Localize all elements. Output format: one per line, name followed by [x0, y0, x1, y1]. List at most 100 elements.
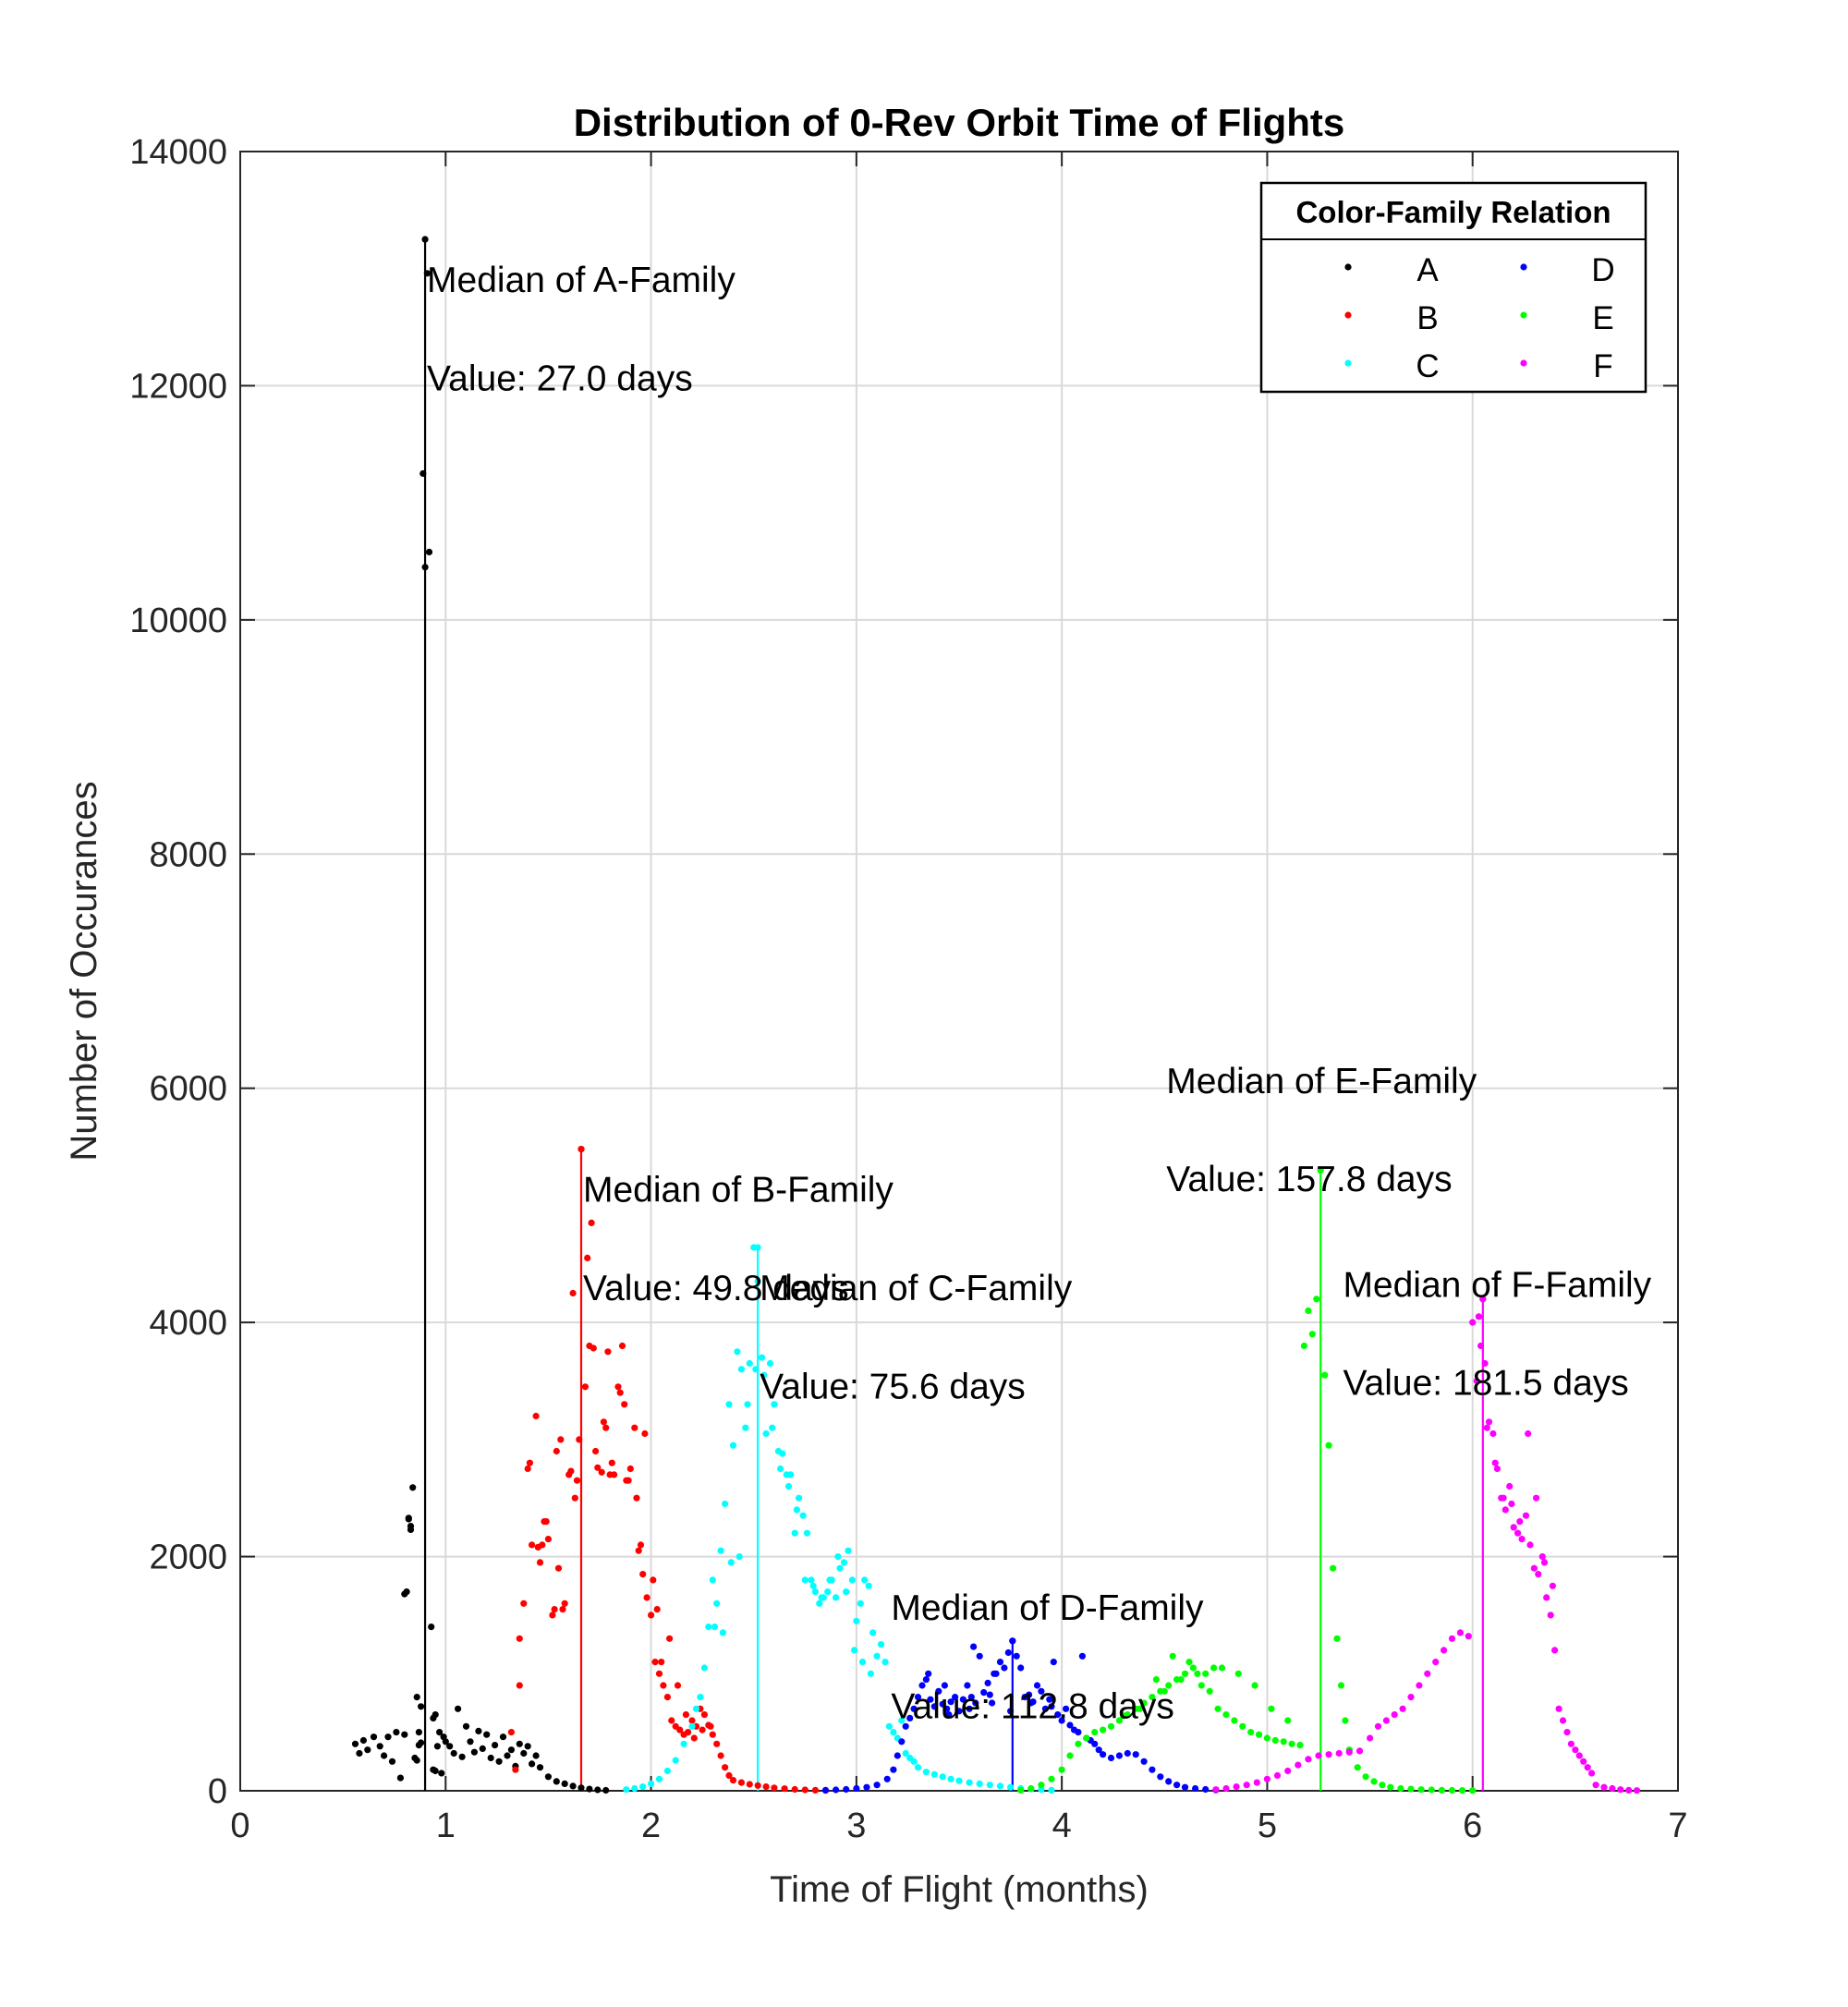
data-point — [529, 1541, 536, 1549]
data-point — [1485, 1418, 1493, 1426]
legend-label-a: A — [1416, 252, 1439, 288]
data-point — [561, 1600, 568, 1607]
data-point — [922, 1676, 930, 1684]
data-point — [512, 1766, 519, 1773]
data-point — [1489, 1429, 1497, 1438]
data-point — [351, 1740, 359, 1747]
data-point — [455, 1705, 462, 1712]
data-point — [415, 1729, 422, 1736]
data-point — [492, 1742, 499, 1749]
data-point — [707, 1722, 714, 1730]
legend-marker-a — [1344, 263, 1352, 271]
data-point — [1295, 1761, 1302, 1769]
median-peak-point — [421, 236, 429, 243]
data-point — [1575, 1752, 1583, 1759]
data-point — [604, 1348, 612, 1356]
data-point — [898, 1738, 906, 1745]
data-point — [1491, 1459, 1499, 1466]
data-point — [881, 1659, 889, 1666]
data-point — [890, 1766, 897, 1773]
median-peak-point — [578, 1146, 585, 1153]
y-tick-label: 14000 — [129, 133, 227, 172]
data-point — [1100, 1726, 1107, 1733]
data-point — [885, 1722, 894, 1730]
data-point — [1046, 1696, 1053, 1703]
data-point — [1198, 1682, 1205, 1689]
data-point — [1633, 1787, 1641, 1794]
data-point — [777, 1465, 784, 1473]
data-point — [1469, 1319, 1477, 1326]
data-point — [1397, 1784, 1404, 1793]
data-point — [666, 1635, 674, 1642]
data-point — [567, 1467, 575, 1475]
x-tick-label: 5 — [1258, 1806, 1277, 1845]
data-point — [1243, 1782, 1250, 1789]
data-point — [955, 1777, 963, 1784]
data-point — [524, 1743, 531, 1750]
data-point — [945, 1711, 953, 1719]
data-point — [549, 1612, 556, 1619]
data-point — [588, 1219, 595, 1226]
data-point — [1617, 1786, 1624, 1794]
data-point — [843, 1785, 850, 1794]
data-point — [561, 1780, 568, 1787]
data-point — [1231, 1717, 1238, 1724]
data-point — [526, 1459, 534, 1466]
series-c — [623, 1244, 1055, 1794]
data-point — [986, 1691, 993, 1698]
data-point — [1477, 1342, 1485, 1350]
data-point — [1107, 1722, 1115, 1730]
data-point — [381, 1752, 388, 1759]
data-point — [840, 1559, 848, 1566]
data-point — [801, 1786, 808, 1794]
data-point — [1362, 1773, 1369, 1781]
data-point — [717, 1547, 724, 1554]
data-point — [918, 1682, 926, 1689]
legend-label-b: B — [1416, 300, 1438, 336]
median-label-b: Median of B-Family — [583, 1171, 894, 1210]
chart-title: Distribution of 0-Rev Orbit Time of Flig… — [574, 101, 1345, 144]
data-point — [1459, 1787, 1466, 1794]
data-point — [713, 1600, 721, 1607]
x-tick-label: 0 — [230, 1806, 249, 1845]
data-point — [1189, 1664, 1197, 1672]
legend-marker-b — [1344, 311, 1352, 319]
data-point — [865, 1582, 872, 1589]
median-peak-point — [754, 1244, 761, 1251]
median-label-c: Median of C-Family — [760, 1269, 1073, 1308]
y-tick-label: 12000 — [129, 367, 227, 406]
median-value-c: Value: 75.6 days — [760, 1368, 1026, 1407]
series-a — [351, 270, 610, 1794]
data-point — [576, 1436, 583, 1443]
scatter-points — [351, 236, 1641, 1794]
plot-area — [239, 151, 1679, 1792]
data-point — [1165, 1778, 1173, 1785]
data-point — [729, 1441, 737, 1449]
data-point — [1140, 1699, 1148, 1707]
data-point — [1169, 1652, 1176, 1660]
data-point — [616, 1389, 624, 1396]
legend-label-c: C — [1416, 348, 1439, 384]
data-point — [976, 1652, 983, 1660]
data-point — [692, 1705, 700, 1712]
data-point — [796, 1494, 803, 1502]
data-point — [1335, 1749, 1343, 1758]
data-point — [384, 1733, 392, 1741]
data-point — [1325, 1441, 1332, 1449]
data-point — [1535, 1571, 1542, 1578]
data-point — [818, 1594, 825, 1601]
data-point — [1091, 1740, 1099, 1747]
legend-label-e: E — [1592, 300, 1613, 336]
data-point — [542, 1518, 550, 1526]
data-point — [405, 1515, 412, 1523]
data-point — [1508, 1500, 1515, 1508]
data-point — [826, 1576, 833, 1584]
data-point — [1417, 1786, 1425, 1794]
data-point — [964, 1682, 971, 1689]
data-point — [1441, 1647, 1448, 1654]
data-point — [1255, 1731, 1263, 1738]
data-point — [1345, 1748, 1353, 1756]
data-point — [648, 1780, 655, 1787]
data-point — [532, 1752, 540, 1759]
